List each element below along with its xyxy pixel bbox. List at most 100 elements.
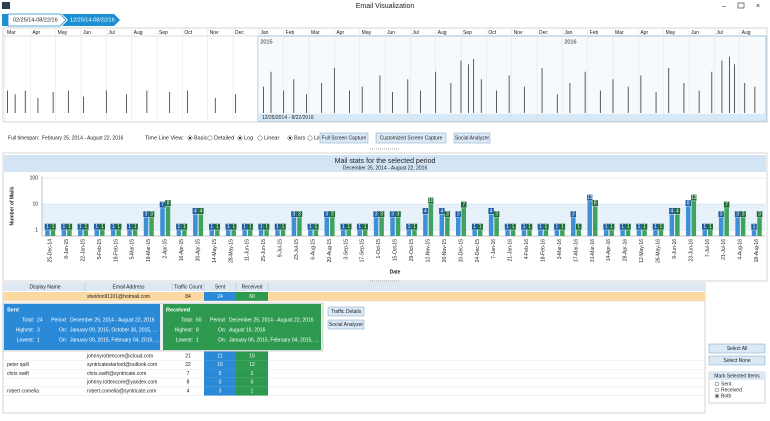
value-label: 13 [587, 195, 593, 201]
summary-label: On: [218, 337, 226, 343]
value-label: 1 [539, 224, 542, 230]
month-label: Jan [260, 30, 268, 36]
value-label-bg [143, 211, 149, 218]
x-tick-label: 11-Jun-15 [245, 239, 251, 261]
value-label-bg [126, 223, 133, 230]
cell: 1 [251, 389, 254, 395]
column-header: Email Address [113, 284, 145, 290]
bar [609, 230, 614, 236]
radio[interactable] [307, 135, 313, 141]
close[interactable]: × [756, 3, 760, 10]
value-label-bg [345, 223, 352, 230]
value-label: 1 [703, 224, 706, 230]
bar [603, 230, 609, 236]
value-label-bg [471, 223, 478, 230]
value-label-bg [428, 197, 434, 204]
value-label: 4 [490, 208, 493, 214]
x-tick-label: 8-Jan-15 [64, 239, 70, 259]
value-label: 1 [84, 224, 87, 230]
button[interactable] [375, 132, 447, 144]
value-label-bg [356, 223, 363, 230]
value-label: 1 [577, 224, 580, 230]
value-label: 1 [183, 224, 186, 230]
value-label-bg [324, 211, 330, 218]
summary-label: Lowest: [176, 337, 193, 343]
button-label: Traffic Details [331, 309, 362, 315]
mark-title: Mark Selected Items [714, 373, 760, 379]
month-label: May [58, 30, 68, 36]
value-label: 1 [473, 224, 476, 230]
month-label: Dec [235, 30, 244, 36]
value-label-bg [50, 223, 56, 230]
row-highlight [3, 292, 705, 301]
bar [494, 217, 499, 236]
value-label: 1 [627, 224, 630, 230]
cell: robert.cornelia@syntricate.com [87, 389, 156, 395]
radio[interactable] [714, 387, 720, 393]
bar [340, 230, 346, 236]
button[interactable] [708, 343, 766, 354]
value-label: 1 [112, 224, 115, 230]
cell: chris swift [7, 371, 30, 377]
value-label-bg [439, 207, 445, 214]
value-label-bg [734, 211, 741, 218]
value-label-bg [603, 223, 609, 230]
summary-label: Period: [210, 317, 226, 323]
crumb[interactable] [7, 13, 67, 27]
bar [346, 230, 351, 236]
x-tick-label: 23-Jun-16 [688, 239, 694, 262]
radio[interactable] [257, 135, 263, 141]
bar [412, 230, 417, 236]
radio[interactable] [714, 381, 720, 387]
button[interactable] [319, 132, 369, 144]
x-tick-label: 5-Feb-15 [97, 239, 103, 260]
bar [83, 230, 89, 236]
bar [439, 214, 445, 236]
value-label: 1 [643, 224, 646, 230]
value-label: 4 [676, 208, 679, 214]
value-label-bg [718, 211, 724, 218]
value-label-bg [636, 223, 642, 230]
value-label-bg [389, 211, 396, 218]
value-label: 7 [161, 202, 164, 208]
value-label: 4 [440, 208, 443, 214]
window-title: Email Visualization [356, 3, 415, 10]
button-label: Social Analyzer [455, 135, 490, 141]
received-cell [236, 351, 268, 361]
value-label-bg [241, 223, 248, 230]
bar [116, 230, 121, 236]
button[interactable] [453, 132, 491, 144]
crumb-home[interactable] [2, 14, 8, 26]
bar [510, 230, 516, 236]
button[interactable] [327, 319, 365, 330]
bar [182, 230, 187, 236]
button[interactable] [327, 306, 365, 317]
bar [620, 230, 625, 236]
timeline-selection[interactable] [257, 35, 767, 122]
bar [160, 208, 165, 236]
received-cell [236, 377, 268, 387]
radio-dot [188, 136, 192, 140]
bar [61, 230, 67, 236]
month-label: Jun [387, 30, 395, 36]
crumb[interactable] [62, 14, 120, 26]
value-label: 3 [380, 212, 383, 218]
month-label: Aug [134, 30, 143, 36]
value-label-bg [455, 211, 462, 218]
month-label: Apr [640, 30, 648, 36]
button-label: Social Analyzer [329, 322, 364, 328]
bar [94, 230, 100, 236]
minimize[interactable]: – [722, 3, 726, 10]
cell: 4 [187, 389, 190, 395]
value-label-bg [247, 223, 253, 230]
value-label-bg [537, 223, 544, 230]
cell: johnny.rottencore@yandex.com [86, 380, 157, 386]
summary-label: Total: [181, 317, 193, 323]
button[interactable] [708, 355, 766, 366]
summary-detail: January 06, 2015, February 04, 2015, ... [229, 337, 318, 343]
value-label: 1 [178, 224, 181, 230]
maximize[interactable] [737, 2, 745, 9]
radio[interactable] [207, 135, 213, 141]
month-label: Nov [210, 30, 219, 36]
bar [675, 214, 680, 236]
